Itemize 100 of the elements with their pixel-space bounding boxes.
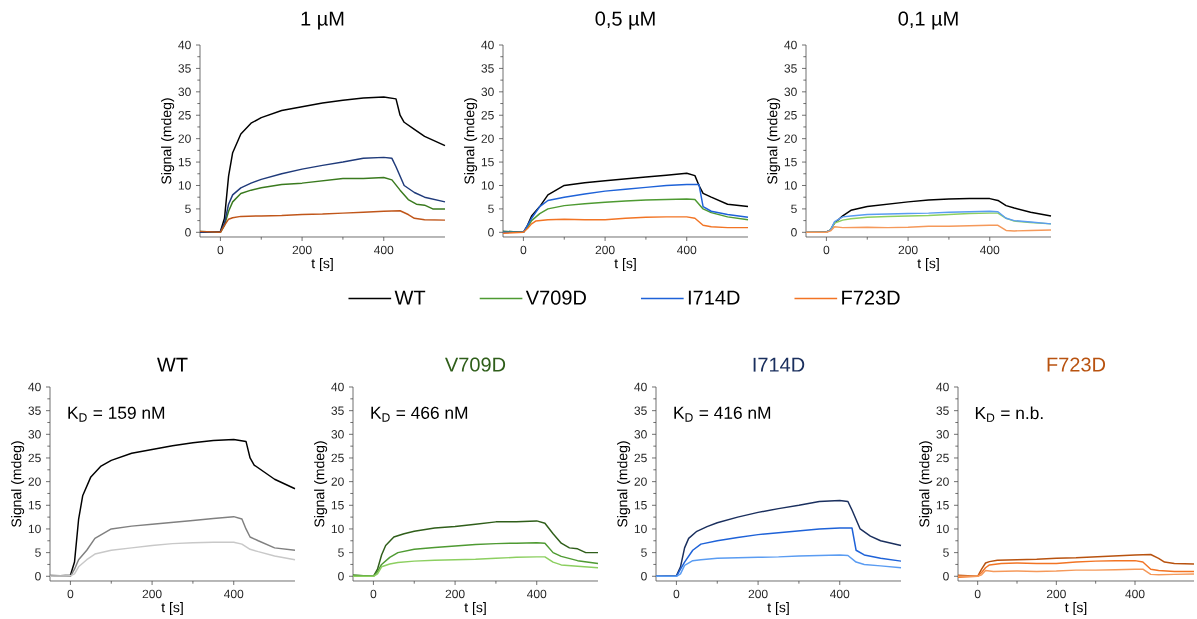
line-series	[502, 216, 749, 234]
y-tick-label: 25	[178, 110, 191, 120]
y-tick-label: 40	[28, 382, 41, 392]
y-tick-label: 20	[178, 134, 191, 143]
x-tick-label: 400	[224, 589, 244, 599]
y-tick-label: 35	[331, 406, 344, 415]
line-series	[352, 541, 599, 578]
y-tick-label: 0	[641, 572, 647, 581]
y-tick-label: 15	[28, 501, 41, 510]
x-tick-label: 400	[1125, 589, 1145, 599]
x-tick-label: 0	[974, 589, 981, 599]
y-tick-label: 25	[634, 453, 647, 463]
y-tick-label: 40	[784, 40, 797, 50]
x-tick-label: 400	[830, 589, 850, 599]
y-tick-label: 5	[35, 548, 41, 557]
x-axis-title: t [s]	[161, 602, 183, 616]
x-tick-label: 0	[520, 245, 527, 255]
legend-label: F723D	[842, 290, 900, 305]
legend-label: V709D	[525, 290, 586, 305]
y-tick-label: 0	[791, 228, 797, 237]
annotation: K$_{D}$ = 416 nM	[674, 406, 771, 422]
y-tick-label: 35	[28, 406, 41, 415]
x-tick-label: 0	[673, 589, 680, 599]
y-tick-label: 30	[331, 430, 344, 439]
x-tick-label: 200	[445, 589, 465, 599]
x-tick-label: 200	[748, 589, 768, 599]
chart-title: V709D	[445, 357, 506, 372]
y-tick-label: 35	[936, 406, 949, 415]
y-tick-label: 10	[178, 181, 191, 190]
y-tick-label: 5	[641, 548, 647, 557]
y-tick-label: 5	[338, 548, 344, 557]
chart-title: I714D	[753, 357, 805, 372]
y-tick-label: 30	[936, 430, 949, 439]
y-tick-label: 35	[481, 64, 494, 73]
x-tick-label: 0	[67, 589, 74, 599]
line-series	[199, 156, 446, 234]
line-series	[49, 541, 296, 578]
x-axis-title: t [s]	[1064, 602, 1087, 616]
line-series	[199, 210, 446, 234]
y-tick-label: 5	[185, 204, 191, 214]
y-tick-label: 40	[634, 382, 647, 392]
annotation: K$_{D}$ = 159 nM	[68, 406, 165, 422]
y-tick-label: 0	[488, 228, 494, 237]
chart-title: WT	[157, 357, 188, 372]
y-tick-label: 10	[481, 181, 494, 190]
y-tick-label: 15	[331, 501, 344, 510]
y-tick-label: 20	[936, 477, 949, 486]
y-tick-label: 10	[634, 524, 647, 534]
y-axis-title: Signal (mdeg)	[919, 441, 933, 527]
x-axis-title: t [s]	[917, 258, 939, 272]
y-tick-label: 0	[185, 228, 191, 237]
y-tick-label: 35	[784, 64, 797, 73]
y-axis-title: Signal (mdeg)	[617, 441, 631, 527]
y-axis-title: Signal (mdeg)	[767, 98, 781, 184]
y-tick-label: 30	[634, 430, 647, 439]
y-tick-label: 25	[936, 453, 949, 463]
x-axis-title: t [s]	[767, 602, 789, 616]
x-tick-label: 200	[595, 245, 615, 255]
y-tick-label: 15	[936, 501, 949, 510]
annotation: K$_{D}$ = n.b.	[975, 406, 1043, 422]
x-tick-label: 400	[527, 589, 547, 599]
x-tick-label: 0	[217, 245, 224, 255]
y-tick-label: 40	[481, 40, 494, 50]
y-tick-label: 40	[331, 382, 344, 392]
y-tick-label: 20	[634, 477, 647, 486]
y-tick-label: 30	[28, 430, 41, 439]
y-tick-label: 20	[331, 477, 344, 486]
x-tick-label: 0	[823, 245, 830, 255]
y-tick-label: 35	[634, 406, 647, 415]
x-tick-label: 0	[370, 589, 377, 599]
line-series	[352, 556, 599, 578]
x-tick-label: 200	[292, 245, 312, 255]
y-tick-label: 5	[791, 204, 797, 214]
y-tick-label: 15	[178, 157, 191, 167]
y-axis-title: Signal (mdeg)	[11, 441, 25, 527]
line-series	[655, 554, 902, 578]
x-tick-label: 200	[1046, 589, 1066, 599]
line-series	[957, 568, 1195, 578]
x-axis-title: t [s]	[311, 258, 333, 272]
x-tick-label: 400	[677, 245, 697, 255]
chart-title: 0,1 µM	[898, 11, 958, 30]
y-tick-label: 10	[936, 524, 949, 534]
y-tick-label: 30	[178, 87, 191, 97]
y-tick-label: 40	[936, 382, 949, 392]
y-tick-label: 10	[784, 181, 797, 190]
y-tick-label: 15	[481, 157, 494, 167]
y-tick-label: 15	[784, 157, 797, 167]
x-tick-label: 200	[142, 589, 162, 599]
y-tick-label: 40	[178, 40, 191, 50]
x-tick-label: 400	[980, 245, 1000, 255]
line-series	[957, 559, 1195, 578]
y-tick-label: 10	[331, 524, 344, 534]
y-tick-label: 20	[481, 134, 494, 143]
x-axis-title: t [s]	[464, 602, 486, 616]
chart-title: 1 µM	[301, 11, 344, 30]
x-axis-title: t [s]	[614, 258, 636, 272]
y-tick-label: 5	[943, 548, 949, 557]
y-tick-label: 30	[481, 87, 494, 97]
y-axis-title: Signal (mdeg)	[314, 441, 328, 527]
y-tick-label: 25	[331, 453, 344, 463]
